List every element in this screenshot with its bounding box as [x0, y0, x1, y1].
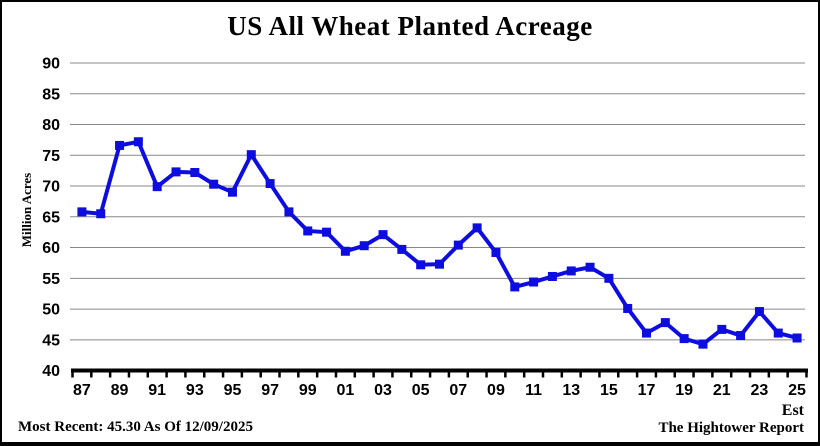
chart-title: US All Wheat Planted Acreage: [227, 11, 593, 41]
data-point-marker: [434, 259, 444, 269]
x-tick-label: 17: [638, 382, 656, 399]
y-tick-label: 60: [42, 240, 60, 257]
data-point-marker: [585, 262, 595, 272]
x-tick-label: 05: [412, 382, 430, 399]
data-point-marker: [77, 207, 87, 217]
x-tick-label: 87: [73, 382, 91, 399]
data-point-marker: [171, 167, 181, 177]
data-point-marker: [660, 318, 670, 328]
data-point-marker: [491, 247, 501, 257]
x-tick-label: 93: [186, 382, 204, 399]
data-point-marker: [717, 324, 727, 334]
data-line: [81, 139, 798, 347]
x-tick-label: 15: [600, 382, 618, 399]
x-tick-label: 09: [487, 382, 505, 399]
data-point-marker: [510, 282, 520, 292]
x-tick-label: 23: [751, 382, 769, 399]
data-point-marker: [736, 331, 746, 341]
y-tick-label: 90: [42, 56, 60, 73]
data-point-marker: [397, 244, 407, 254]
data-point-marker: [246, 150, 256, 160]
x-tick-label: 01: [336, 382, 354, 399]
data-point-marker: [566, 266, 576, 276]
data-point-marker: [792, 333, 802, 343]
data-point-marker: [265, 179, 275, 189]
x-tick-label: 11: [525, 382, 542, 399]
y-tick-label: 45: [42, 332, 60, 349]
data-point-marker: [623, 303, 633, 313]
x-tick-label: 97: [261, 382, 279, 399]
data-point-marker: [359, 241, 369, 251]
data-point-marker: [133, 137, 143, 147]
x-tick-label: 19: [675, 382, 693, 399]
data-point-marker: [152, 182, 162, 192]
data-point-marker: [303, 226, 313, 236]
data-point-marker: [416, 260, 426, 270]
y-tick-label: 75: [42, 148, 60, 165]
y-tick-label: 65: [42, 209, 60, 226]
most-recent-label: Most Recent: 45.30 As Of 12/09/2025: [18, 419, 253, 435]
data-point-marker: [472, 223, 482, 233]
x-tick-label: 03: [374, 382, 392, 399]
data-point-marker: [322, 227, 332, 237]
data-point-marker: [340, 246, 350, 256]
x-tick-label: 07: [449, 382, 467, 399]
x-tick-label: 95: [224, 382, 242, 399]
y-tick-label: 55: [42, 271, 60, 288]
x-tick-label: 89: [111, 382, 129, 399]
source-label: The Hightower Report: [658, 420, 804, 436]
data-point-marker: [227, 187, 237, 197]
data-point-marker: [190, 168, 200, 178]
data-point-marker: [378, 230, 388, 240]
x-tick-label: 91: [148, 382, 166, 399]
x-tick-label: 99: [299, 382, 317, 399]
data-point-marker: [453, 240, 463, 250]
data-point-marker: [604, 273, 614, 283]
y-tick-label: 85: [42, 86, 60, 103]
data-point-marker: [115, 140, 125, 150]
data-point-marker: [642, 328, 652, 338]
data-point-marker: [754, 307, 764, 317]
x-tick-label: 21: [713, 382, 731, 399]
y-tick-label: 50: [42, 302, 60, 319]
x-tick-label: 25: [788, 382, 806, 399]
data-point-marker: [773, 328, 783, 338]
x-tick-label: 13: [562, 382, 580, 399]
data-point-marker: [547, 271, 557, 281]
y-tick-label: 80: [42, 117, 60, 134]
data-point-marker: [96, 209, 106, 219]
data-point-marker: [209, 179, 219, 189]
data-point-marker: [284, 207, 294, 217]
data-point-marker: [679, 334, 689, 344]
y-tick-label: 70: [42, 179, 60, 196]
data-point-marker: [698, 339, 708, 349]
y-tick-label: 40: [42, 363, 60, 380]
est-label: Est: [781, 402, 804, 419]
chart-plot-area: 40 45 50 55 60 65 70 75 80 85 90 87 89 91 93 95 97 99 01 03…: [42, 56, 808, 399]
data-point-marker: [529, 277, 539, 287]
